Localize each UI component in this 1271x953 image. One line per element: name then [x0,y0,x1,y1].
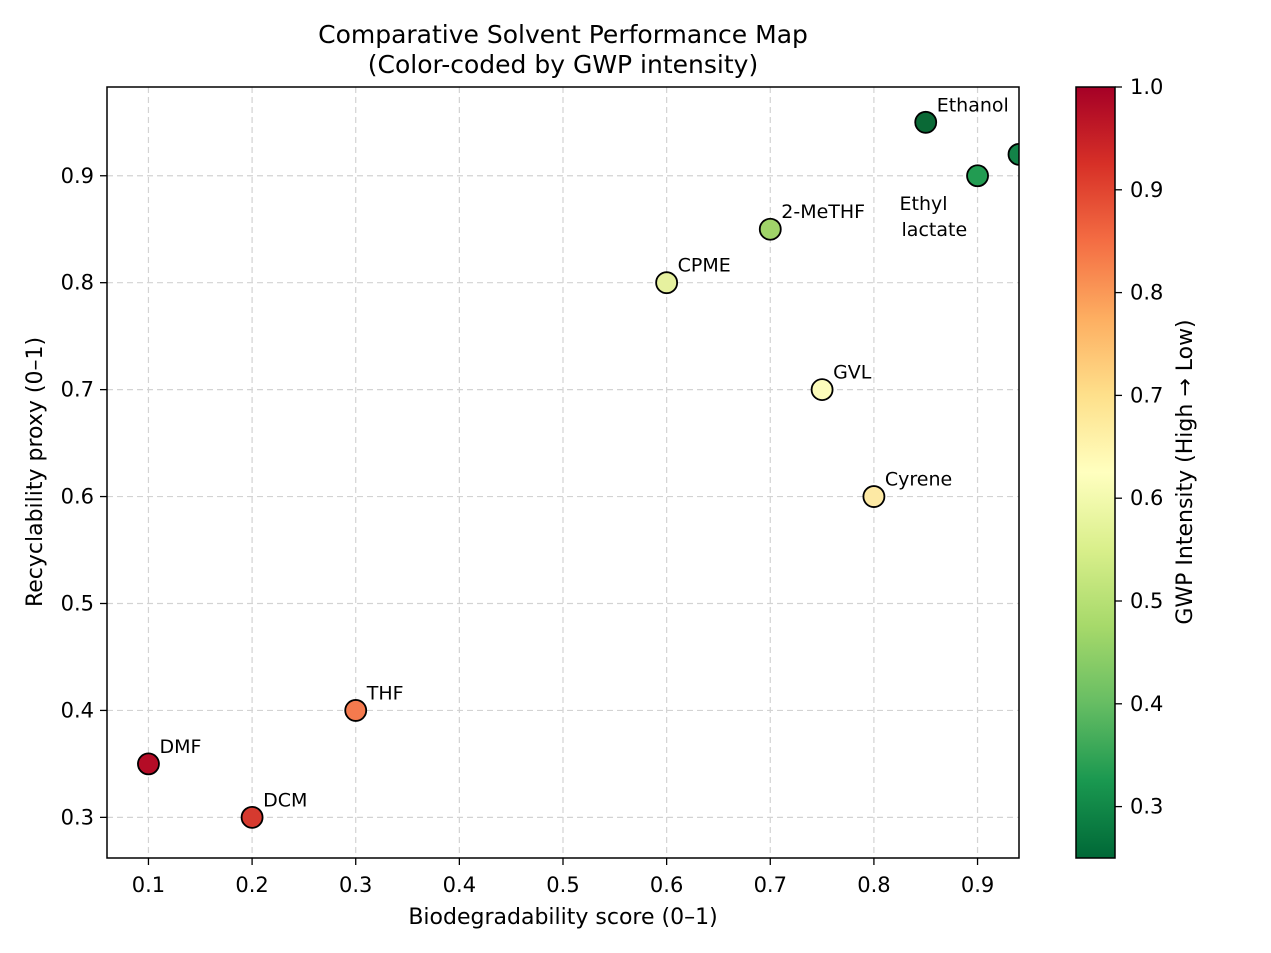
colorbar-tick-label: 0.3 [1130,795,1163,819]
point-label: Ethyl lactate [900,193,968,241]
y-tick-label: 0.3 [61,805,94,829]
x-tick-label: 0.9 [961,873,994,897]
y-tick-label: 0.4 [61,698,94,722]
data-point [655,271,679,295]
colorbar-tick-label: 0.5 [1130,589,1163,613]
x-axis-label: Biodegradability score (0–1) [408,905,717,930]
data-point [344,699,368,722]
point-label: Ethanol [937,94,1009,116]
x-tick-label: 0.5 [546,873,579,897]
point-label: DCM [263,789,307,811]
colorbar-tick-label: 1.0 [1130,75,1163,99]
x-tick-label: 0.1 [132,873,165,897]
point-label: Cyrene [885,469,952,491]
y-tick-label: 0.5 [61,591,94,615]
chart-title: Comparative Solvent Performance Map [318,20,808,49]
data-point [1007,142,1019,166]
x-tick-label: 0.3 [339,873,372,897]
data-point [137,752,160,776]
data-points [137,110,1019,829]
x-axis-ticks: 0.1 0.2 0.3 0.4 0.5 0.6 0.7 0.8 0.9 [132,858,994,897]
colorbar-tick-label: 0.8 [1130,281,1163,305]
data-point [914,110,938,134]
chart-subtitle: (Color-coded by GWP intensity) [368,50,758,79]
data-point [966,164,989,188]
colorbar-tick-label: 0.6 [1130,486,1163,510]
x-tick-label: 0.4 [443,873,476,897]
colorbar-tick-label: 0.7 [1130,383,1163,407]
data-point [810,378,834,402]
colorbar-tick-label: 0.4 [1130,692,1163,716]
colorbar-tick-label: 0.9 [1130,178,1163,202]
x-tick-label: 0.7 [754,873,787,897]
point-label: DMF [159,736,201,758]
y-tick-label: 0.9 [61,164,94,188]
point-label: GVL [833,362,872,384]
y-tick-label: 0.7 [61,378,94,402]
x-tick-label: 0.6 [650,873,683,897]
point-label: THF [366,682,404,704]
point-label: CPME [678,255,731,277]
grid-lines [107,87,1019,858]
x-tick-label: 0.8 [857,873,890,897]
y-axis-label: Recyclability proxy (0–1) [23,337,48,607]
colorbar-label: GWP Intensity (High → Low) [1173,319,1198,624]
data-point [240,805,264,829]
point-labels: DMF DCM THF CPME 2-MeTHF GVL Cyrene Ethanol Ethy… [159,94,1008,811]
x-tick-label: 0.2 [235,873,268,897]
y-axis-ticks: 0.3 0.4 0.5 0.6 0.7 0.8 0.9 [61,164,107,829]
y-tick-label: 0.6 [61,485,94,509]
colorbar-ticks: 0.3 0.4 0.5 0.6 0.7 0.8 0.9 1.0 [1115,75,1163,819]
y-tick-label: 0.8 [61,271,94,295]
plot-area-frame [106,86,1020,859]
data-point [758,217,782,241]
point-label: 2-MeTHF [781,201,865,223]
data-point [862,485,886,508]
colorbar [1075,86,1116,859]
